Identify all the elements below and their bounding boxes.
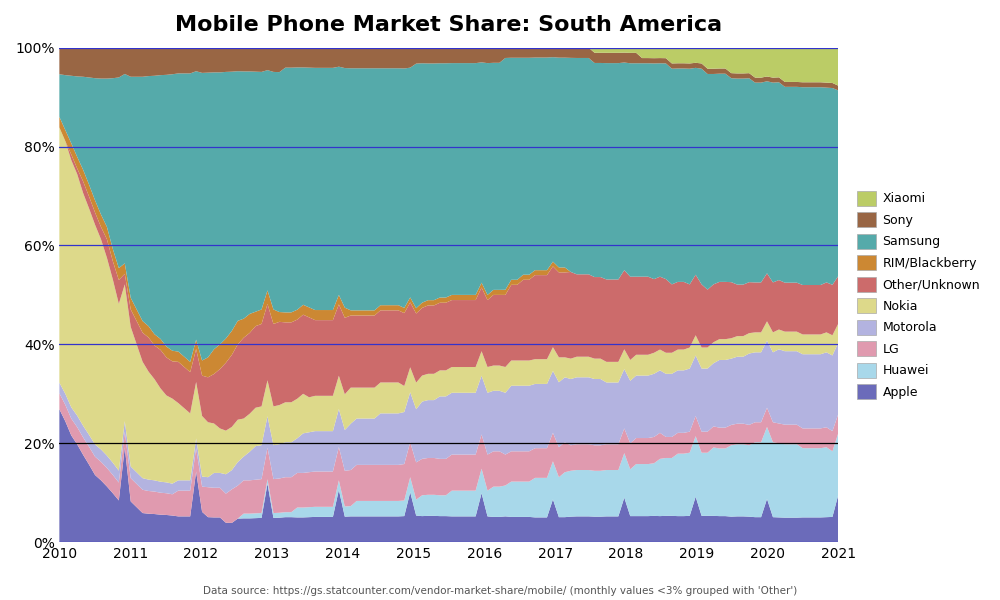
Legend: Xiaomi, Sony, Samsung, RIM/Blackberry, Other/Unknown, Nokia, Motorola, LG, Huawe: Xiaomi, Sony, Samsung, RIM/Blackberry, O… <box>852 185 985 404</box>
Text: Data source: https://gs.statcounter.com/vendor-market-share/mobile/ (monthly val: Data source: https://gs.statcounter.com/… <box>203 586 797 596</box>
Title: Mobile Phone Market Share: South America: Mobile Phone Market Share: South America <box>175 15 722 35</box>
